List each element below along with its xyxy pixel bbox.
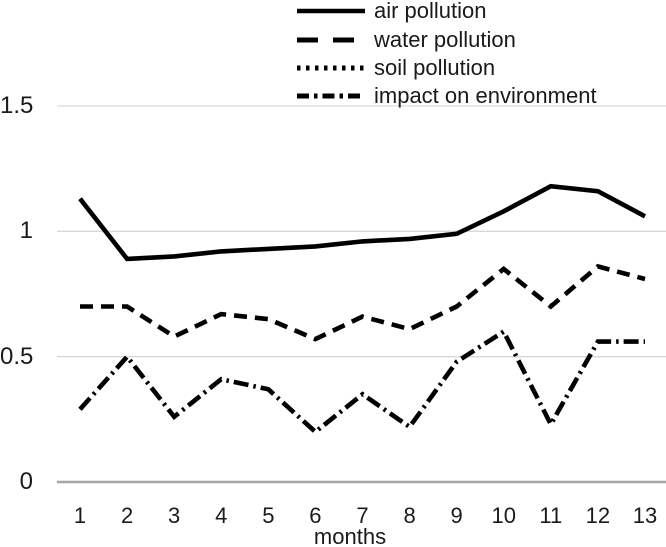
legend-label: air pollution	[374, 0, 487, 24]
dotted-line-sample-icon	[297, 65, 365, 71]
x-tick-label: 2	[120, 503, 134, 528]
x-tick-label: 11	[539, 503, 563, 528]
series-line-air-pollution	[78, 183, 647, 262]
dash-dot-line-sample-icon	[297, 93, 365, 99]
legend-item: water pollution	[296, 25, 597, 53]
legend-item: impact on environment	[296, 82, 597, 110]
x-tick-label: 12	[585, 503, 611, 528]
x-tick-label: 7	[356, 503, 369, 528]
x-tick-label: 8	[403, 503, 416, 528]
legend-label: impact on environment	[374, 83, 597, 109]
y-tick-label: 0	[19, 468, 33, 495]
x-tick-label: 3	[168, 503, 181, 528]
y-tick-label: 0.5	[0, 342, 34, 370]
x-tick-label: 4	[215, 503, 228, 528]
series-line-water-pollution	[80, 263, 646, 342]
legend-label: water pollution	[374, 26, 516, 52]
x-tick-label: 10	[491, 503, 516, 528]
legend-item: soil pollution	[296, 54, 597, 82]
solid-line-sample-icon	[297, 8, 365, 14]
y-tick-label: 1	[19, 217, 33, 245]
x-tick-label: 5	[262, 503, 275, 528]
y-tick-label: 1.5	[0, 92, 34, 119]
series-line-impact-on-environment	[78, 328, 645, 435]
x-tick-label: 13	[632, 503, 658, 528]
x-tick-label: 1	[73, 503, 87, 528]
legend-label: soil pollution	[374, 54, 496, 80]
legend-item: air pollution	[296, 0, 597, 25]
x-tick-label: 6	[309, 503, 322, 528]
x-tick-label: 9	[450, 503, 463, 528]
long-dash-line-sample-icon	[297, 37, 365, 43]
chart-legend: air pollution water pollution soil polluti…	[296, 0, 597, 111]
x-axis-title: months	[313, 524, 387, 547]
